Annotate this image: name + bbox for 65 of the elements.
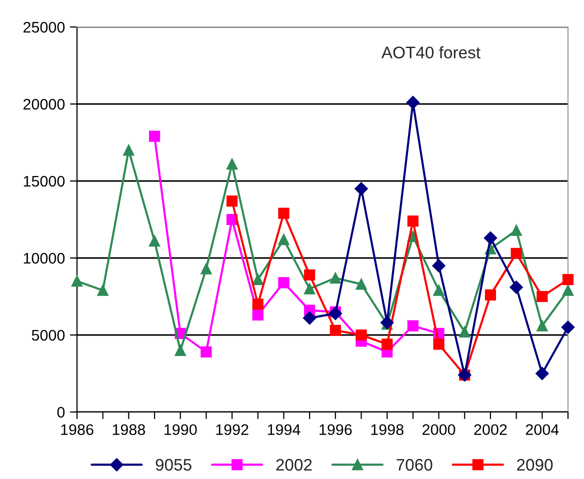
point — [278, 277, 290, 288]
legend-label: 2002 — [276, 458, 312, 471]
x-tick-label: 1998 — [371, 424, 404, 436]
point — [433, 338, 444, 350]
point — [252, 274, 264, 286]
point — [562, 274, 574, 286]
x-tick-label: 1996 — [320, 424, 352, 436]
point — [407, 320, 419, 332]
point — [304, 283, 316, 294]
point — [536, 290, 548, 302]
point — [510, 280, 523, 294]
point — [278, 234, 290, 246]
point — [407, 215, 419, 227]
point — [406, 96, 420, 110]
legend-label: 2090 — [517, 458, 553, 471]
y-tick-label: 15000 — [24, 176, 65, 187]
x-tick-label: 2004 — [526, 424, 559, 436]
legend-label: 9055 — [156, 458, 192, 471]
legend-label: 7060 — [396, 458, 432, 471]
point — [536, 320, 548, 332]
point — [302, 311, 316, 325]
point — [328, 306, 342, 320]
point — [432, 259, 446, 272]
x-tick-label: 1990 — [164, 424, 197, 436]
x-tick-label: 2000 — [422, 424, 456, 436]
point — [330, 272, 341, 284]
point — [484, 289, 496, 301]
y-tick-label: 10000 — [24, 252, 65, 264]
point — [510, 224, 522, 236]
x-tick-label: 1988 — [112, 424, 146, 436]
point — [71, 276, 83, 287]
point — [356, 278, 367, 290]
point — [97, 284, 108, 296]
point — [174, 344, 186, 356]
point — [252, 298, 264, 310]
point — [562, 284, 574, 296]
x-tick-label: 2002 — [474, 424, 507, 436]
point — [356, 329, 367, 341]
x-tick-label: 1986 — [61, 424, 94, 436]
annotation: AOT40 forest — [381, 46, 480, 58]
point — [536, 366, 549, 380]
point — [354, 182, 368, 196]
point — [278, 208, 290, 219]
point — [252, 309, 264, 321]
point — [382, 338, 393, 350]
point — [200, 346, 212, 358]
point — [459, 326, 470, 338]
x-tick-label: 1992 — [216, 424, 248, 436]
point — [330, 324, 341, 336]
point — [200, 263, 212, 274]
y-tick-label: 25000 — [23, 22, 65, 33]
point — [484, 231, 498, 245]
y-tick-label: 0 — [57, 406, 65, 418]
point — [148, 236, 160, 247]
y-tick-label: 5000 — [32, 330, 65, 341]
point — [226, 195, 238, 207]
point — [123, 144, 134, 156]
point — [433, 284, 444, 296]
point — [304, 269, 316, 280]
y-tick-label: 20000 — [23, 98, 65, 110]
point — [561, 320, 575, 334]
point — [226, 158, 238, 170]
point — [148, 130, 160, 142]
point — [510, 248, 522, 259]
x-tick-label: 1994 — [268, 424, 300, 436]
